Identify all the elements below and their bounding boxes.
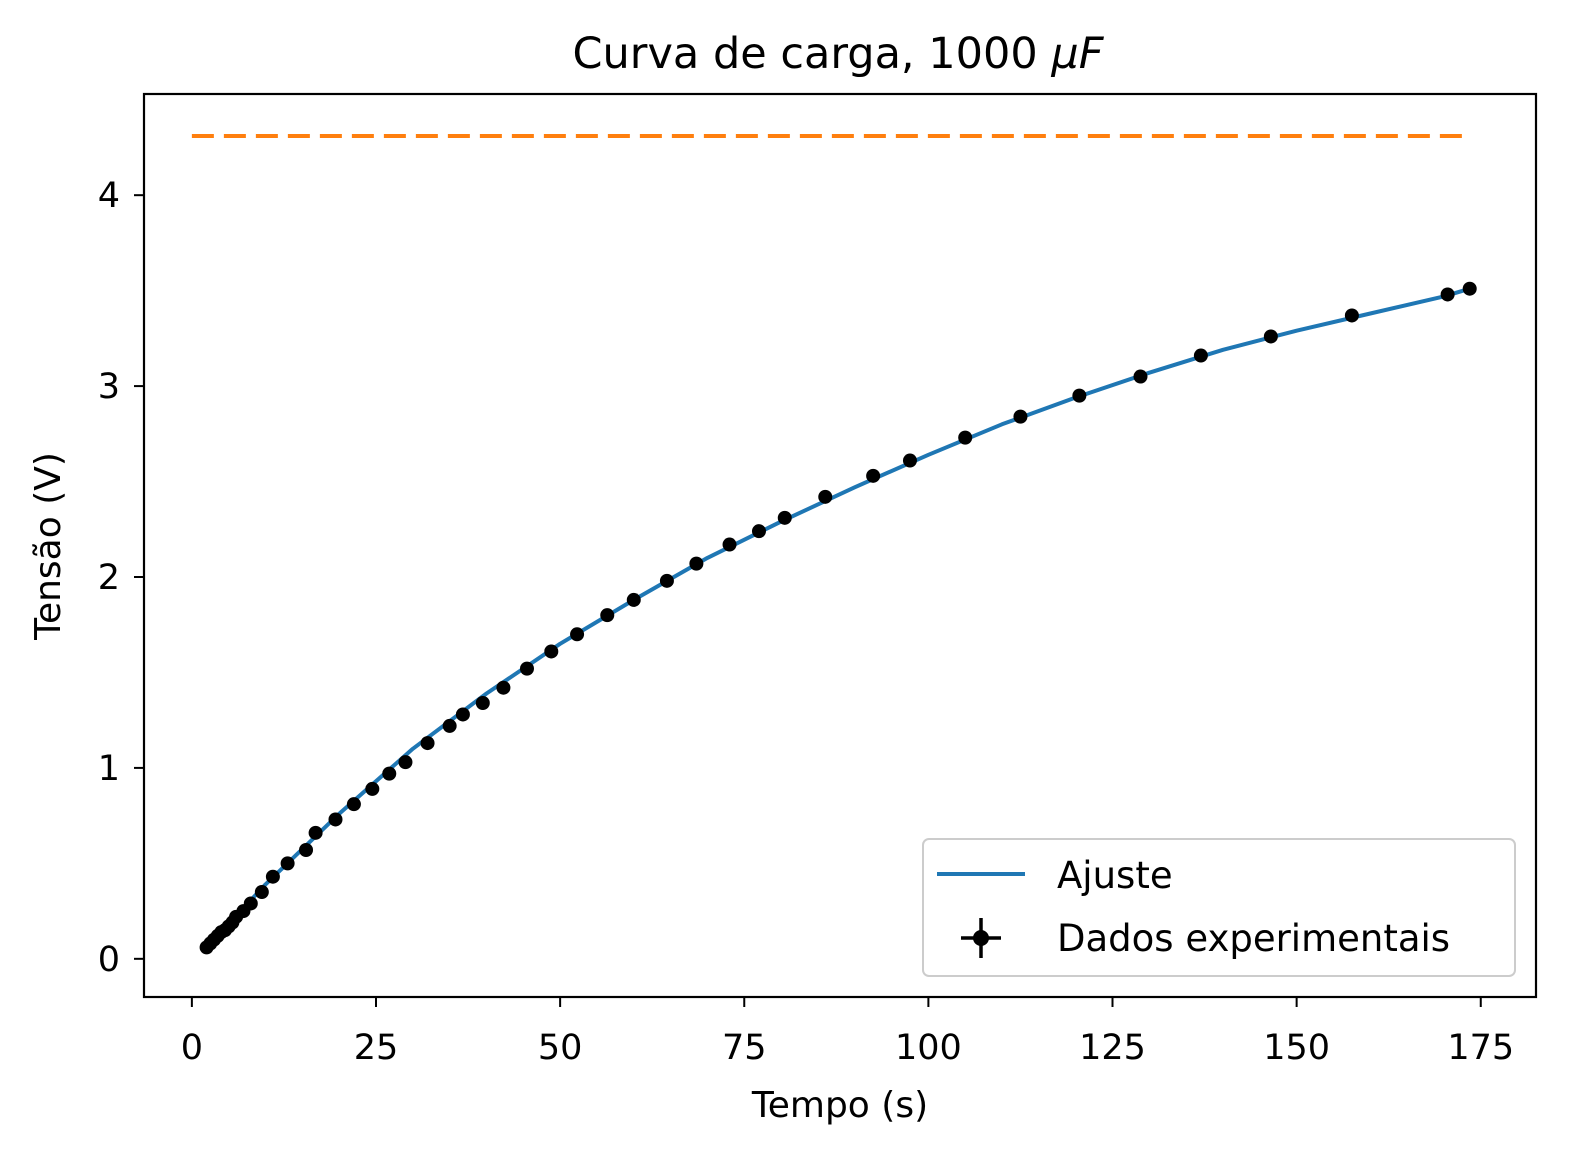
- data-point: [600, 608, 615, 623]
- x-tick-label: 0: [181, 1028, 203, 1068]
- data-point: [1263, 329, 1278, 344]
- plot-area: [191, 134, 1477, 955]
- x-tick-label: 125: [1079, 1028, 1146, 1068]
- data-point: [570, 627, 585, 642]
- data-point: [299, 843, 314, 857]
- x-tick-label: 25: [354, 1028, 399, 1068]
- axes-frame: [142, 92, 1538, 999]
- data-point: [1193, 348, 1208, 363]
- data-point: [689, 556, 704, 571]
- data-point: [1133, 369, 1148, 384]
- x-tick-label: 175: [1447, 1028, 1514, 1068]
- data-point: [398, 755, 413, 770]
- x-tick-label: 75: [722, 1028, 767, 1068]
- y-tick-label: 3: [98, 367, 120, 407]
- data-point: [496, 680, 511, 695]
- data-point: [958, 430, 973, 445]
- data-point: [365, 781, 380, 796]
- data-point: [382, 766, 397, 781]
- data-point: [1440, 287, 1455, 302]
- data-point: [475, 696, 490, 710]
- chart-title-unit: μF: [1050, 29, 1104, 79]
- y-axis-ticks: 0 1 2 3 4: [98, 176, 144, 980]
- data-point: [1462, 281, 1477, 296]
- data-point: [254, 885, 269, 899]
- data-point: [866, 468, 881, 483]
- data-point: [455, 707, 470, 722]
- fit-line: [204, 286, 1472, 950]
- y-tick-label: 0: [98, 940, 120, 980]
- y-tick-label: 4: [98, 176, 120, 216]
- data-point: [544, 644, 559, 659]
- data-point: [777, 510, 792, 525]
- chart-title: Curva de carga, 1000 μF: [573, 29, 1105, 79]
- x-axis-ticks: 0 25 50 75 100 125 150 175: [181, 997, 1514, 1068]
- data-point: [420, 736, 435, 751]
- data-point: [308, 825, 323, 840]
- legend: Ajuste Dados experimentais: [922, 838, 1516, 977]
- data-point: [1344, 308, 1359, 323]
- data-point: [751, 524, 766, 539]
- legend-label-data: Dados experimentais: [1057, 917, 1450, 960]
- data-point: [519, 661, 534, 676]
- legend-marker-data: [973, 930, 989, 946]
- data-point: [346, 797, 361, 812]
- data-point: [722, 537, 737, 552]
- x-axis-label: Tempo (s): [751, 1085, 928, 1126]
- x-tick-label: 150: [1263, 1028, 1330, 1068]
- data-point: [265, 869, 280, 884]
- chart-title-text: Curva de carga, 1000: [573, 29, 1038, 79]
- data-point: [818, 489, 833, 504]
- y-tick-label: 1: [98, 749, 120, 789]
- data-point: [1013, 409, 1028, 424]
- data-point: [328, 812, 343, 827]
- data-point: [442, 718, 457, 733]
- legend-label-fit: Ajuste: [1057, 854, 1173, 897]
- data-point: [243, 896, 258, 911]
- data-point: [626, 592, 641, 607]
- y-axis-label: Tensão (V): [28, 452, 69, 641]
- data-points: [199, 281, 1477, 955]
- data-point: [1072, 388, 1087, 403]
- data-point: [902, 453, 917, 468]
- x-tick-label: 50: [538, 1028, 583, 1068]
- data-point: [280, 856, 295, 871]
- y-tick-label: 2: [98, 558, 120, 598]
- x-tick-label: 100: [895, 1028, 962, 1068]
- data-point: [659, 573, 674, 588]
- legend-box: [922, 838, 1516, 977]
